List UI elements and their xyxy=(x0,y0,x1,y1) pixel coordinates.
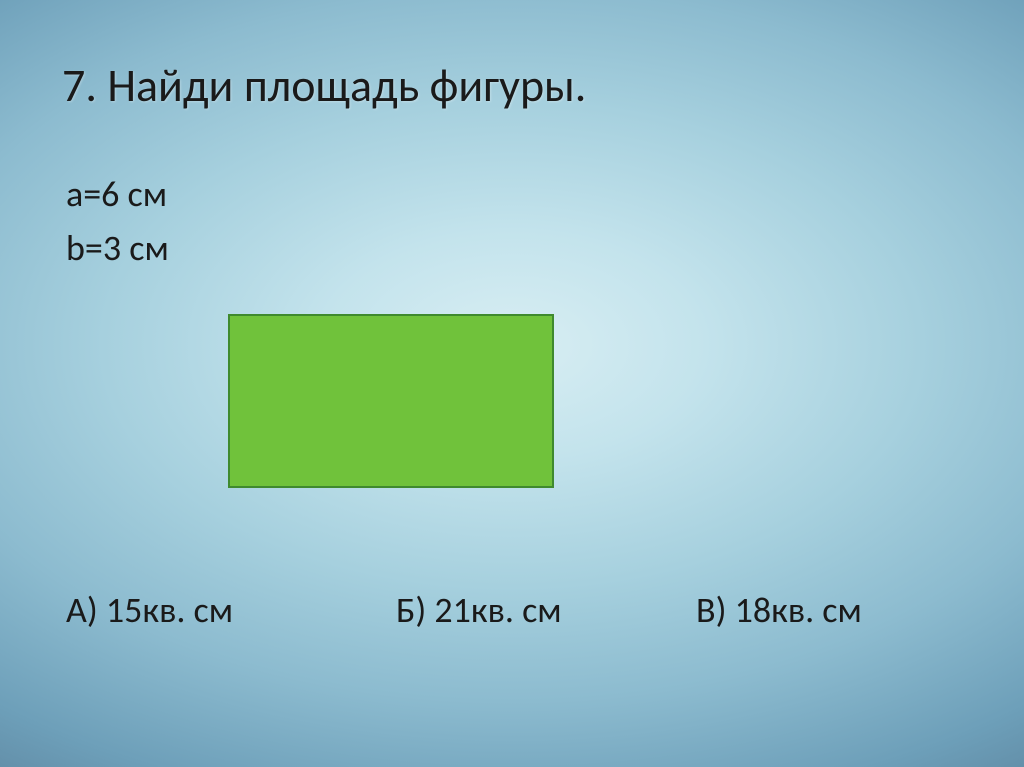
given-b: b=3 см xyxy=(66,226,169,270)
answer-option-c[interactable]: В) 18кв. см xyxy=(696,588,966,632)
question-title: 7. Найди площадь фигуры. xyxy=(62,58,586,114)
given-a: a=6 см xyxy=(66,172,167,216)
answer-option-a[interactable]: А) 15кв. см xyxy=(66,588,396,632)
answer-options: А) 15кв. см Б) 21кв. см В) 18кв. см xyxy=(66,588,966,632)
answer-option-b[interactable]: Б) 21кв. см xyxy=(396,588,696,632)
rectangle-figure xyxy=(228,314,554,488)
slide: 7. Найди площадь фигуры. a=6 см b=3 см А… xyxy=(0,0,1024,767)
